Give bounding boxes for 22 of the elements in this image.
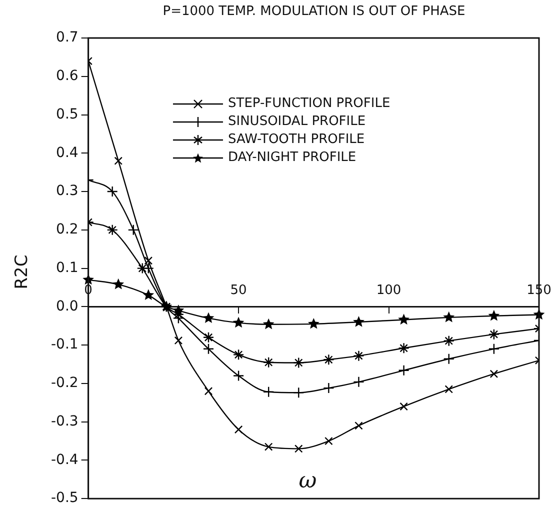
y-tick-label: -0.1: [50, 336, 78, 353]
legend-label: SAW-TOOTH PROFILE: [228, 131, 365, 149]
x-tick-label: 50: [230, 282, 247, 298]
y-tick-label: 0.6: [56, 68, 78, 84]
legend-label: DAY-NIGHT PROFILE: [228, 149, 356, 167]
y-tick-label: 0.2: [56, 222, 78, 238]
y-axis-title: R2C: [12, 254, 32, 292]
x-axis-title: ω: [298, 468, 317, 494]
y-tick-label: 0.3: [56, 183, 78, 200]
y-tick-label: 0.7: [56, 30, 78, 46]
chart-title: P=1000 TEMP. MODULATION IS OUT OF PHASE: [162, 4, 466, 19]
y-tick-label: -0.2: [50, 375, 78, 392]
y-tick-label: -0.3: [50, 413, 78, 430]
legend-label: SINUSOIDAL PROFILE: [228, 113, 366, 131]
y-tick-label: -0.5: [50, 490, 78, 506]
y-tick-label: 0.5: [56, 106, 78, 122]
y-tick-label: 0.4: [56, 144, 78, 161]
y-tick-label: 0.0: [56, 298, 78, 314]
y-tick-label: 0.1: [56, 260, 78, 276]
x-tick-label: 100: [376, 282, 402, 298]
legend-label: STEP-FUNCTION PROFILE: [228, 95, 390, 113]
y-tick-label: -0.4: [50, 452, 78, 468]
